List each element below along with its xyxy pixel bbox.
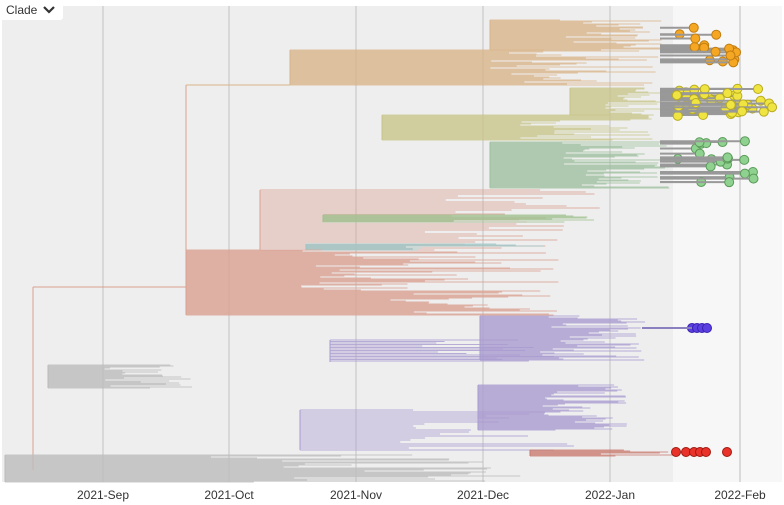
x-tick-label: 2022-Jan [585, 488, 635, 502]
tip [767, 102, 778, 113]
x-tick-label: 2021-Nov [330, 488, 382, 502]
tip [688, 22, 699, 33]
tip [690, 33, 701, 44]
tip [725, 50, 736, 61]
tip [671, 447, 681, 457]
x-tick-label: 2022-Feb [714, 488, 766, 502]
tip [701, 447, 711, 457]
tip [753, 83, 764, 94]
tip [748, 173, 759, 184]
tip [694, 137, 705, 148]
tip [725, 99, 736, 110]
tip [739, 136, 750, 147]
x-tick-label: 2021-Dec [457, 488, 509, 502]
tip [689, 41, 700, 52]
tip [702, 323, 712, 333]
x-tick-label: 2021-Sep [77, 488, 129, 502]
dropdown-label: Clade [6, 3, 38, 17]
tip [739, 154, 750, 165]
tip [758, 106, 769, 117]
tip [671, 90, 682, 101]
tip [722, 88, 733, 99]
tip [705, 161, 716, 172]
tip [722, 447, 732, 457]
tip [724, 177, 735, 188]
tip [739, 168, 750, 179]
tip [690, 98, 701, 109]
chevron-icon [43, 6, 56, 14]
future-background [673, 6, 782, 482]
tip [736, 106, 747, 117]
tip [710, 46, 721, 57]
tip [722, 152, 733, 163]
x-tick-label: 2021-Oct [204, 488, 254, 502]
tip [672, 110, 683, 121]
tip [711, 29, 722, 40]
clade-dropdown[interactable]: Clade [0, 0, 64, 20]
